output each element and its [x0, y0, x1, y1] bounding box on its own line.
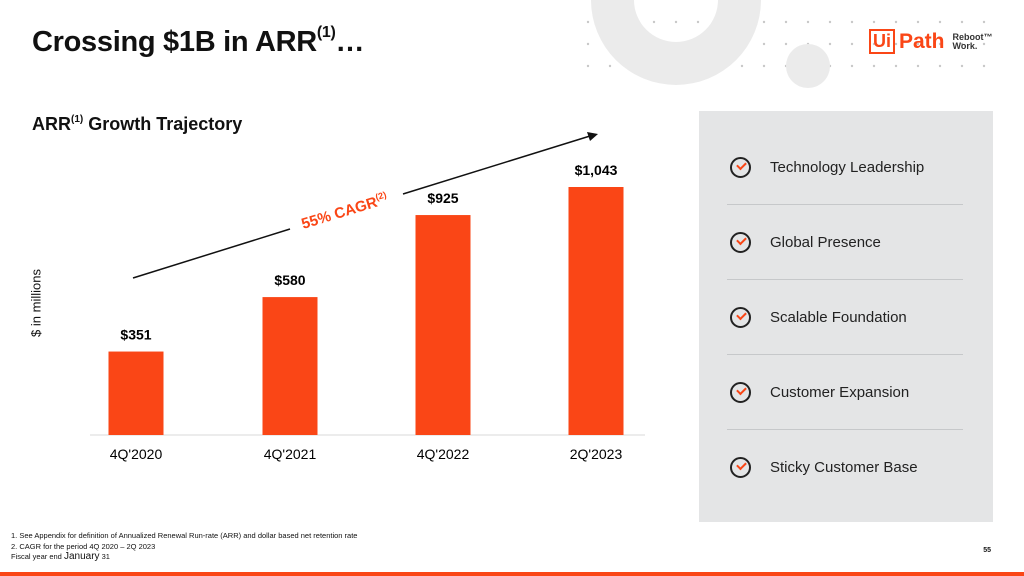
- dot: [762, 20, 766, 24]
- bar-2: [415, 215, 471, 435]
- x-tick-label: 4Q'2022: [417, 446, 470, 462]
- highlight-item: Scalable Foundation: [699, 302, 993, 332]
- arrow-head: [587, 132, 598, 141]
- check-circle-icon: [730, 156, 751, 178]
- dot: [850, 20, 854, 24]
- dot: [828, 20, 832, 24]
- chart-title: ARR(1) Growth Trajectory: [32, 114, 243, 134]
- dot: [784, 42, 788, 46]
- decorative-circle: [786, 44, 830, 88]
- data-label: $925: [427, 190, 458, 206]
- dot: [586, 42, 590, 46]
- check-circle-icon: [730, 456, 751, 478]
- dot: [740, 64, 744, 68]
- page-number: 55: [983, 547, 991, 554]
- highlights-panel: Technology Leadership Global Presence Scal…: [699, 111, 993, 522]
- bottom-accent-bar: [0, 572, 1024, 576]
- dot: [916, 20, 920, 24]
- dot: [916, 42, 920, 46]
- cagr-annotation: 55% CAGR(2): [299, 190, 390, 233]
- highlight-label: Customer Expansion: [770, 383, 910, 401]
- highlight-label: Scalable Foundation: [770, 308, 907, 326]
- dot: [982, 20, 986, 24]
- divider: [727, 279, 963, 280]
- dot: [586, 64, 590, 68]
- bar-0: [108, 351, 164, 435]
- highlight-label: Sticky Customer Base: [770, 458, 918, 476]
- logo-path: Path: [899, 29, 945, 53]
- x-tick-label: 4Q'2020: [110, 446, 163, 462]
- dot: [806, 20, 810, 24]
- divider: [727, 204, 963, 205]
- x-tick-label: 2Q'2023: [570, 446, 623, 462]
- dot: [674, 20, 678, 24]
- dot: [872, 20, 876, 24]
- dot: [762, 42, 766, 46]
- dot: [850, 64, 854, 68]
- dot: [960, 20, 964, 24]
- highlight-label: Technology Leadership: [770, 158, 925, 176]
- dot: [762, 64, 766, 68]
- logo-tagline: Reboot™ Work.: [952, 31, 993, 51]
- data-label: $1,043: [575, 162, 618, 178]
- page-title: Crossing $1B in ARR(1)…: [32, 24, 365, 58]
- dot: [696, 20, 700, 24]
- dot: [828, 42, 832, 46]
- background-decoration: [586, 0, 986, 88]
- highlight-item: Global Presence: [699, 227, 993, 257]
- footnote-1: 1. See Appendix for definition of Annual…: [11, 531, 358, 540]
- dot: [938, 42, 942, 46]
- dot: [894, 42, 898, 46]
- check-circle-icon: [730, 381, 751, 403]
- dot: [982, 64, 986, 68]
- data-label: $351: [120, 327, 151, 343]
- check-circle-icon: [730, 306, 751, 328]
- dot: [894, 20, 898, 24]
- dot: [938, 64, 942, 68]
- arrow-line-left: [132, 228, 291, 279]
- highlight-item: Technology Leadership: [699, 152, 993, 182]
- highlight-item: Sticky Customer Base: [699, 452, 993, 482]
- dot: [784, 20, 788, 24]
- highlight-label: Global Presence: [770, 233, 881, 251]
- x-tick-label: 4Q'2021: [264, 446, 317, 462]
- highlight-item: Customer Expansion: [699, 377, 993, 407]
- dot: [872, 64, 876, 68]
- dot: [652, 20, 656, 24]
- dot: [894, 64, 898, 68]
- footnote-2: 2. CAGR for the period 4Q 2020 – 2Q 2023: [11, 541, 156, 551]
- uipath-logo: Ui Path Reboot™ Work.: [869, 29, 993, 54]
- dot: [916, 64, 920, 68]
- bar-3: [568, 187, 624, 435]
- dot: [960, 64, 964, 68]
- check-circle-icon: [730, 231, 751, 253]
- arrow-line-right: [402, 135, 591, 195]
- dot: [850, 42, 854, 46]
- dot: [960, 42, 964, 46]
- logo-ui: Ui: [869, 29, 895, 54]
- fiscal-year-note: Fiscal year end January 31: [11, 551, 110, 562]
- dot: [982, 42, 986, 46]
- bar-1: [262, 297, 318, 435]
- data-label: $580: [274, 272, 305, 288]
- dot: [586, 20, 590, 24]
- dot: [608, 64, 612, 68]
- footnotes: 1. See Appendix for definition of Annual…: [11, 531, 357, 563]
- dot: [938, 20, 942, 24]
- decorative-ring: [591, 0, 761, 85]
- dot: [872, 42, 876, 46]
- bar-chart: 55% CAGR(2) $351 4Q'2020 $580 4Q'2021 $925 4Q…: [90, 132, 645, 462]
- divider: [727, 429, 963, 430]
- divider: [727, 354, 963, 355]
